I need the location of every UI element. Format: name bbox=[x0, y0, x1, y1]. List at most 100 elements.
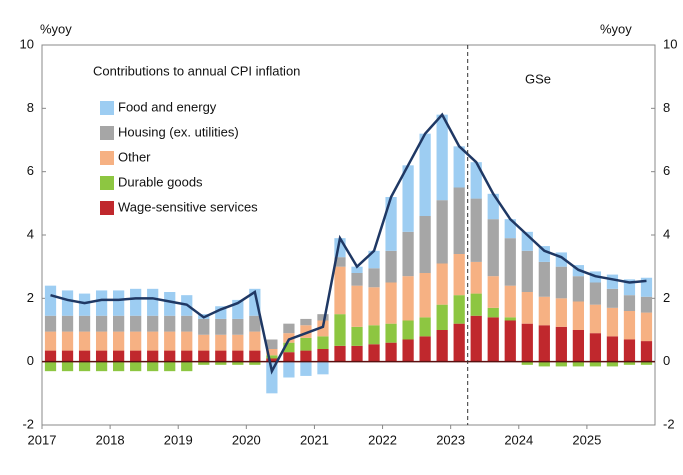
bar-segment bbox=[351, 345, 363, 362]
y2-tick-label: 8 bbox=[663, 100, 670, 115]
bar-segment bbox=[164, 331, 176, 351]
x-tick-label: 2023 bbox=[436, 432, 465, 447]
bar-segment bbox=[521, 250, 533, 292]
bar-segment bbox=[351, 266, 363, 273]
bar-segment bbox=[232, 299, 244, 319]
bar-segment bbox=[589, 333, 602, 362]
bar-segment bbox=[95, 290, 108, 316]
bar-segment bbox=[470, 315, 482, 362]
bar-segment bbox=[385, 323, 397, 343]
bar-segment bbox=[470, 162, 482, 199]
bar-segment bbox=[249, 288, 261, 316]
bar-segment bbox=[504, 320, 516, 362]
bar-segment bbox=[334, 345, 346, 362]
bar-segment bbox=[317, 336, 329, 349]
bar-segment bbox=[555, 326, 567, 362]
bar-segment bbox=[164, 350, 176, 362]
x-tick-label: 2018 bbox=[96, 432, 125, 447]
bar-segment bbox=[181, 331, 193, 351]
y-tick-label: 8 bbox=[27, 100, 34, 115]
bar-segment bbox=[181, 315, 193, 332]
bar-segment bbox=[283, 352, 295, 362]
bar-segment bbox=[453, 187, 465, 254]
bar-segment bbox=[198, 350, 210, 362]
bar-segment bbox=[623, 311, 636, 340]
bar-segment bbox=[368, 250, 380, 269]
legend-swatch bbox=[100, 201, 114, 215]
bar-segment bbox=[78, 331, 91, 351]
bar-segment bbox=[521, 292, 533, 324]
bar-segment bbox=[368, 325, 380, 345]
x-tick-label: 2017 bbox=[28, 432, 57, 447]
bar-segment bbox=[130, 350, 142, 362]
bar-segment bbox=[521, 361, 533, 365]
bar-segment bbox=[95, 331, 108, 351]
bar-segment bbox=[215, 306, 227, 319]
bar-segment bbox=[538, 325, 550, 362]
left-unit: %yoy bbox=[40, 21, 72, 36]
y-tick-label: -2 bbox=[22, 416, 34, 431]
legend-title: Contributions to annual CPI inflation bbox=[93, 63, 300, 78]
y2-tick-label: 6 bbox=[663, 163, 670, 178]
bar-segment bbox=[436, 263, 448, 305]
bar-segment bbox=[147, 361, 159, 372]
bar-segment bbox=[147, 331, 159, 351]
bar-segment bbox=[44, 361, 57, 372]
bar-segment bbox=[640, 277, 653, 297]
legend-label: Food and energy bbox=[118, 99, 217, 114]
bar-segment bbox=[555, 266, 567, 299]
bar-segment bbox=[300, 318, 312, 326]
bar-segment bbox=[95, 361, 108, 372]
bar-segment bbox=[538, 246, 550, 262]
bar-segment bbox=[419, 336, 431, 362]
bar-segment bbox=[572, 330, 584, 362]
bar-segment bbox=[130, 288, 142, 316]
bar-segment bbox=[266, 339, 278, 349]
bar-segment bbox=[198, 318, 210, 335]
bar-segment bbox=[232, 350, 244, 362]
bar-segment bbox=[113, 315, 125, 332]
bar-segment bbox=[470, 293, 482, 316]
bar-segment bbox=[606, 288, 619, 308]
forecast-label: GSe bbox=[525, 71, 551, 86]
bar-segment bbox=[78, 293, 91, 316]
bar-segment bbox=[351, 285, 363, 327]
bar-segment bbox=[589, 361, 602, 367]
bar-segment bbox=[44, 331, 57, 351]
bar-segment bbox=[538, 261, 550, 297]
bar-segment bbox=[453, 254, 465, 296]
bar-segment bbox=[589, 304, 602, 334]
bar-segment bbox=[453, 295, 465, 324]
bar-segment bbox=[589, 282, 602, 305]
bar-segment bbox=[606, 336, 619, 362]
bar-segment bbox=[555, 252, 567, 267]
bar-segment bbox=[78, 361, 91, 372]
bar-segment bbox=[215, 350, 227, 362]
bar-segment bbox=[266, 361, 278, 394]
bar-segment bbox=[487, 219, 499, 277]
bar-segment bbox=[640, 312, 653, 342]
bar-segment bbox=[402, 320, 414, 340]
bar-segment bbox=[436, 304, 448, 330]
bar-segment bbox=[623, 295, 636, 311]
x-tick-label: 2025 bbox=[572, 432, 601, 447]
legend-swatch bbox=[100, 126, 114, 140]
bar-segment bbox=[95, 350, 108, 362]
bar-segment bbox=[249, 331, 261, 351]
bar-segment bbox=[61, 361, 74, 372]
bar-segment bbox=[300, 350, 312, 362]
bar-segment bbox=[555, 298, 567, 327]
bar-segment bbox=[198, 334, 210, 351]
bar-segment bbox=[504, 238, 516, 286]
bar-segment bbox=[402, 276, 414, 321]
bar-segment bbox=[504, 317, 516, 321]
bar-segment bbox=[538, 296, 550, 326]
bar-segment bbox=[232, 318, 244, 335]
bar-segment bbox=[487, 307, 499, 318]
bar-segment bbox=[640, 341, 653, 362]
bar-segment bbox=[317, 349, 329, 362]
bar-segment bbox=[78, 350, 91, 362]
bar-segment bbox=[521, 323, 533, 362]
right-unit: %yoy bbox=[600, 21, 632, 36]
